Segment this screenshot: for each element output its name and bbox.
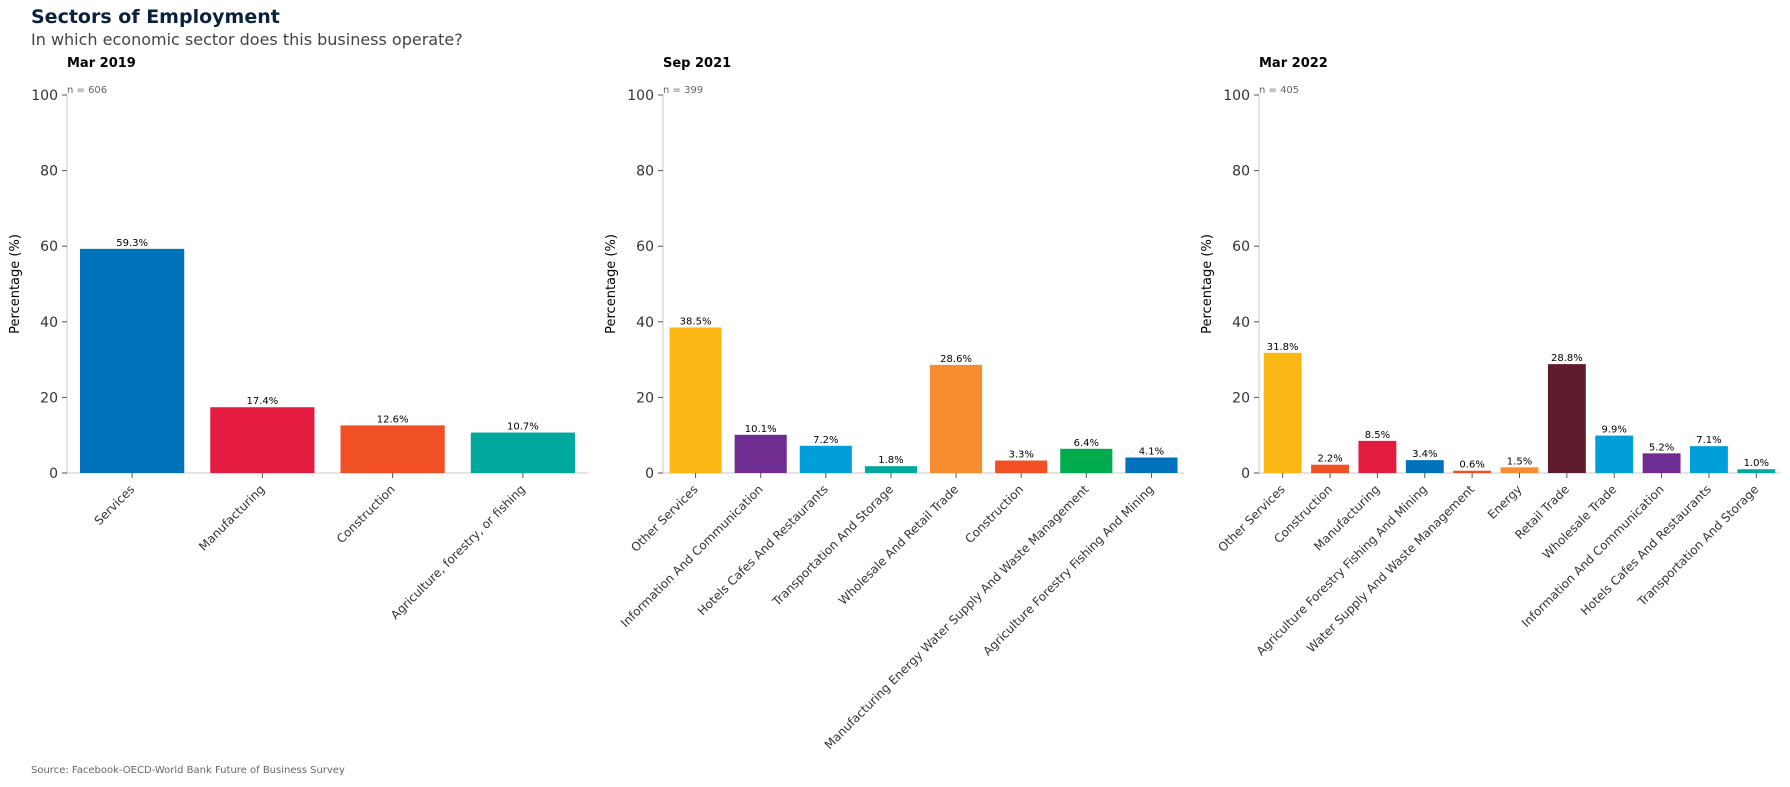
bar [1358, 440, 1397, 473]
data-label: 38.5% [680, 316, 712, 327]
x-tick-label: Information And Communication [618, 482, 766, 630]
bar [864, 466, 917, 473]
bar [995, 460, 1048, 473]
y-tick-label: 80 [40, 164, 58, 180]
x-tick-label: Construction [962, 482, 1026, 546]
y-axis-label: Percentage (%) [8, 234, 23, 334]
y-axis-label: Percentage (%) [1200, 234, 1215, 334]
y-tick-label: 100 [1223, 88, 1250, 104]
data-label: 3.3% [1008, 450, 1033, 461]
bar [470, 432, 575, 473]
bar [1060, 448, 1113, 473]
x-tick-label: Manufacturing [196, 482, 267, 553]
x-tick-label: Transportation And Storage [769, 482, 896, 609]
bar [669, 327, 722, 473]
data-label: 31.8% [1267, 342, 1299, 353]
data-label: 7.1% [1696, 435, 1721, 446]
bar [210, 407, 315, 473]
bar [1737, 469, 1776, 473]
y-tick-label: 40 [636, 315, 654, 331]
x-tick-label: Wholesale And Retail Trade [836, 482, 962, 608]
y-tick-label: 20 [636, 390, 654, 406]
data-label: 8.5% [1365, 430, 1390, 441]
data-label: 10.7% [507, 422, 539, 433]
bar [1690, 446, 1728, 473]
source-note: Source: Facebook-OECD-World Bank Future … [31, 765, 345, 776]
bar [1311, 464, 1349, 473]
data-label: 7.2% [813, 435, 838, 446]
data-label: 1.5% [1507, 456, 1532, 467]
data-label: 0.6% [1459, 460, 1484, 471]
y-tick-label: 60 [636, 239, 654, 255]
data-label: 4.1% [1139, 447, 1164, 458]
bar [1125, 457, 1178, 473]
bar [1453, 470, 1492, 473]
y-tick-label: 40 [40, 315, 58, 331]
bar [1595, 435, 1634, 473]
bar [1263, 352, 1302, 473]
y-tick-label: 0 [49, 466, 58, 482]
page-subtitle: In which economic sector does this busin… [31, 30, 463, 49]
data-label: 5.2% [1649, 442, 1674, 453]
data-label: 28.6% [940, 354, 972, 365]
bar [80, 248, 185, 473]
panel-title: Sep 2021 [663, 56, 731, 71]
bar [930, 364, 983, 473]
data-label: 6.4% [1074, 438, 1099, 449]
panel-title: Mar 2019 [67, 56, 136, 71]
x-tick-label: Agriculture, forestry, or fishing [388, 482, 528, 622]
y-tick-label: 20 [40, 390, 58, 406]
bar [340, 425, 445, 473]
y-tick-label: 60 [40, 239, 58, 255]
x-tick-label: Agriculture Forestry Fishing And Mining [1254, 482, 1430, 658]
panel-title: Mar 2022 [1259, 56, 1328, 71]
y-axis-label: Percentage (%) [604, 234, 619, 334]
y-tick-label: 100 [31, 88, 58, 104]
data-label: 9.9% [1602, 425, 1627, 436]
data-label: 2.2% [1317, 454, 1342, 465]
x-tick-label: Hotels Cafes And Restaurants [695, 482, 831, 618]
x-tick-label: Water Supply And Waste Management [1304, 482, 1477, 655]
x-tick-label: Construction [334, 482, 398, 546]
y-tick-label: 20 [1232, 390, 1250, 406]
x-tick-label: Services [92, 482, 138, 528]
page-title: Sectors of Employment [31, 6, 280, 28]
y-tick-label: 60 [1232, 239, 1250, 255]
x-tick-label: Other Services [1215, 482, 1287, 554]
y-tick-label: 80 [636, 164, 654, 180]
data-label: 1.8% [878, 455, 903, 466]
sample-size-note: n = 405 [1259, 85, 1299, 96]
bar [1405, 460, 1444, 473]
bar [734, 434, 787, 473]
y-tick-label: 100 [627, 88, 654, 104]
y-tick-label: 40 [1232, 315, 1250, 331]
data-label: 12.6% [377, 414, 409, 425]
sample-size-note: n = 606 [67, 85, 107, 96]
x-tick-label: Energy [1485, 482, 1525, 522]
y-tick-label: 0 [645, 466, 654, 482]
data-label: 59.3% [116, 238, 148, 249]
x-tick-label: Other Services [628, 482, 700, 554]
y-tick-label: 80 [1232, 164, 1250, 180]
data-label: 10.1% [745, 424, 777, 435]
bar [1642, 453, 1681, 473]
bar [799, 445, 852, 473]
data-label: 28.8% [1551, 353, 1583, 364]
bar [1500, 467, 1539, 473]
data-label: 17.4% [246, 396, 278, 407]
y-tick-label: 0 [1241, 466, 1250, 482]
bar [1547, 364, 1586, 473]
data-label: 3.4% [1412, 449, 1437, 460]
data-label: 1.0% [1744, 458, 1769, 469]
sample-size-note: n = 399 [663, 85, 703, 96]
